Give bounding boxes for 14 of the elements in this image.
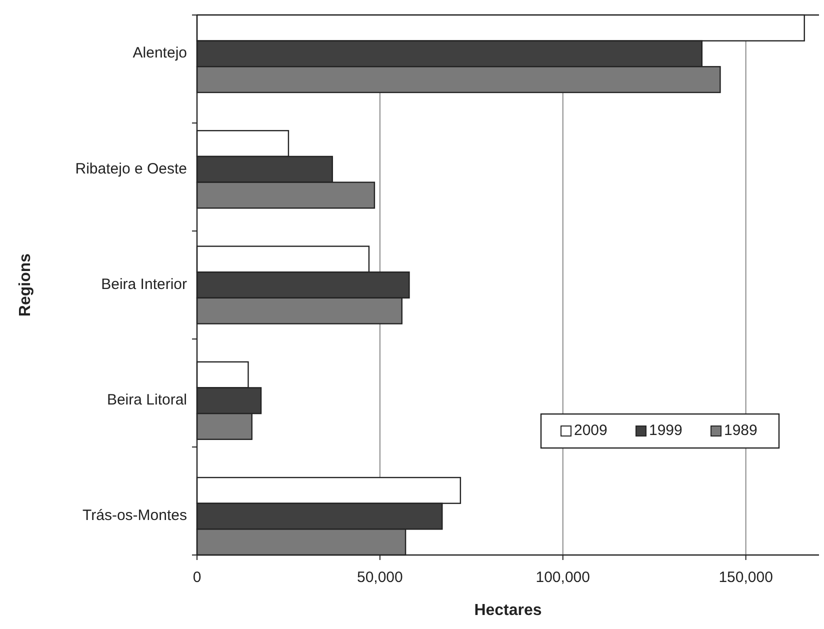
y-tick-label: Beira Interior [101,276,187,293]
y-tick-label: Trás-os-Montes [82,507,187,524]
x-tick-label: 100,000 [536,569,590,586]
legend-label: 2009 [574,422,608,439]
x-tick-label: 0 [192,569,202,586]
legend-label: 1999 [649,422,682,439]
y-tick-label: Alentejo [132,44,187,62]
x-tick-label: 50,000 [356,569,403,586]
y-axis-title: Regions [17,253,34,317]
y-tick-label: Beira Litoral [106,392,187,409]
y-tick-label: Ribatejo e Oeste [75,160,187,178]
legend-label: 1989 [724,422,758,439]
x-tick-label: 150,000 [718,569,773,586]
x-axis-title: Hectares [474,602,542,619]
